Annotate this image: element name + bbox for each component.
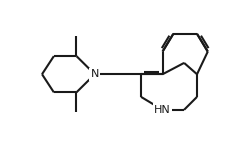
Text: HN: HN	[154, 105, 171, 115]
Text: N: N	[90, 69, 99, 79]
